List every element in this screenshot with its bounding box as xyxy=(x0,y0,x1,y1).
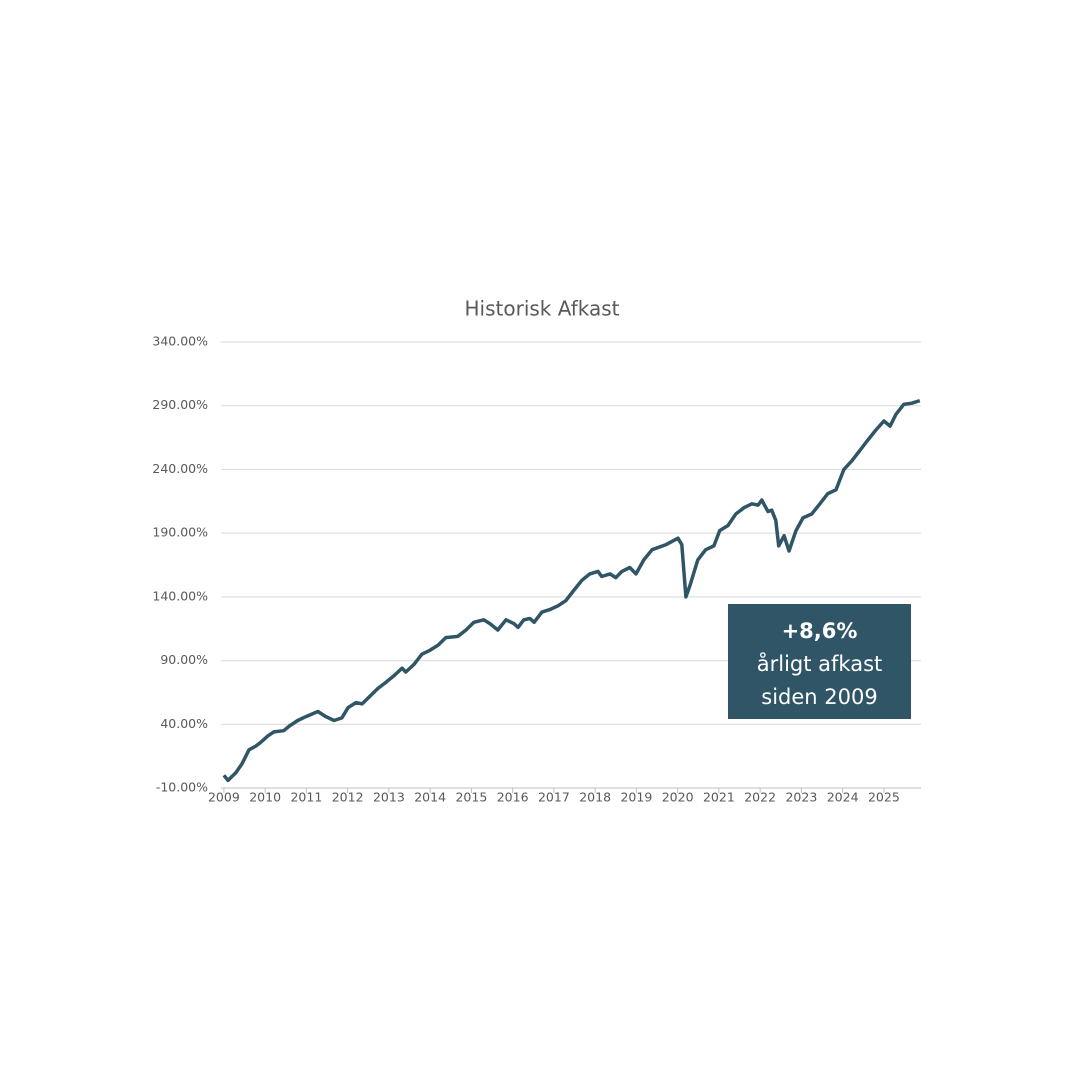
x-tick-label: 2017 xyxy=(538,790,570,805)
y-tick-label: 190.00% xyxy=(152,525,208,540)
y-tick-label: 90.00% xyxy=(160,652,208,667)
x-tick-label: 2022 xyxy=(744,790,776,805)
y-tick-label: 140.00% xyxy=(152,588,208,603)
annotation-text: +8,6% xyxy=(782,619,858,643)
x-tick-label: 2014 xyxy=(414,790,446,805)
x-tick-label: 2015 xyxy=(455,790,487,805)
x-tick-label: 2016 xyxy=(497,790,529,805)
y-tick-label: -10.00% xyxy=(156,780,208,795)
x-tick-label: 2011 xyxy=(290,790,322,805)
annotation: +8,6% årligt afkast siden 2009 xyxy=(728,604,911,719)
y-tick-label: 40.00% xyxy=(160,716,208,731)
annotation-box xyxy=(728,604,911,719)
x-tick-label: 2020 xyxy=(662,790,694,805)
x-tick-label: 2025 xyxy=(868,790,900,805)
annotation-text: siden 2009 xyxy=(761,685,877,709)
x-tick-label: 2013 xyxy=(373,790,405,805)
x-tick-label: 2009 xyxy=(208,790,240,805)
y-tick-label: 340.00% xyxy=(152,334,208,349)
annotation-text: årligt afkast xyxy=(757,651,883,676)
x-tick-label: 2023 xyxy=(785,790,817,805)
y-tick-label: 240.00% xyxy=(152,461,208,476)
chart-title: Historisk Afkast xyxy=(465,297,620,321)
x-tick-label: 2019 xyxy=(620,790,652,805)
x-tick-label: 2024 xyxy=(827,790,859,805)
x-tick-label: 2012 xyxy=(332,790,364,805)
line-series xyxy=(222,398,921,783)
y-tick-label: 290.00% xyxy=(152,397,208,412)
x-tick-label: 2010 xyxy=(249,790,281,805)
x-tick-label: 2018 xyxy=(579,790,611,805)
x-tick-label: 2021 xyxy=(703,790,735,805)
